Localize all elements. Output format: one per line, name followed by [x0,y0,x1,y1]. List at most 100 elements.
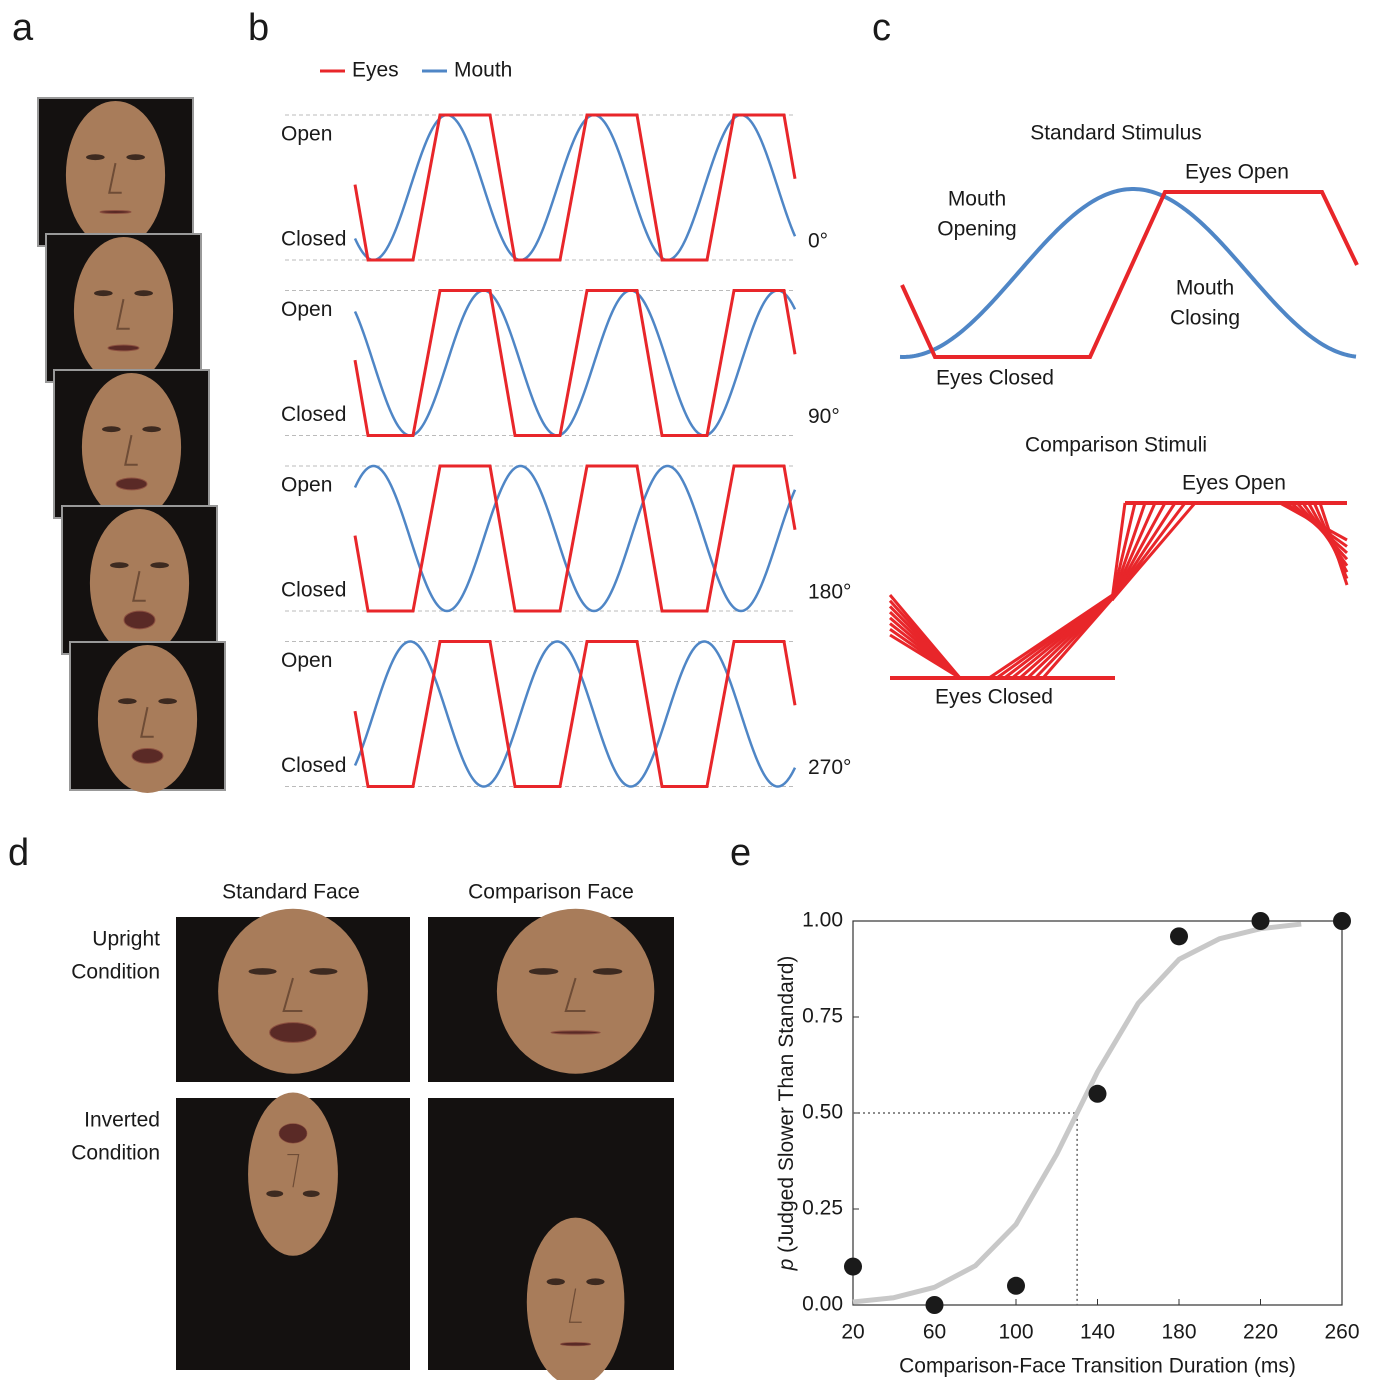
head [89,508,190,657]
fit-curve [852,921,1302,1305]
label: Open [281,123,332,146]
face-image [428,1098,674,1380]
head [81,372,182,521]
label: d [8,832,29,874]
eye [309,968,338,975]
label: Eyes Closed [936,367,1054,390]
y-axis-label: p (Judged Slower Than Standard) [775,956,798,1272]
face [97,644,198,793]
face [81,372,182,521]
label: 270° [808,756,851,779]
face [496,908,655,1074]
nose [282,977,303,1013]
eyes-ramp [1041,589,1122,679]
eye [94,290,113,297]
label: e [730,832,751,874]
mouth [115,477,148,491]
nose [564,977,586,1013]
label: Condition [71,1142,160,1165]
label: Standard Face [222,881,360,904]
eyes-ramp [1110,502,1137,601]
mouth [99,209,132,214]
label: Eyes Open [1182,472,1286,495]
label: Opening [937,218,1016,241]
face-image [61,505,218,657]
x-tick-label: 60 [923,1321,946,1344]
eyes-curve [353,113,797,262]
label: Open [281,474,332,497]
mouth [107,344,140,352]
x-tick-label: 220 [1243,1321,1278,1344]
label: Comparison Face [468,881,634,904]
comparison-lines [888,501,1349,680]
eye [134,290,153,297]
mouth [131,748,164,764]
label: c [872,7,891,49]
x-tick-label: 140 [1080,1321,1115,1344]
plot-frame [852,920,1343,1306]
nose [568,1288,582,1323]
eyes-curve [353,464,797,613]
label: Mouth [948,188,1006,211]
x-tick-label: 180 [1161,1321,1196,1344]
mouth [560,1342,592,1347]
eyes-ramp [1110,502,1197,601]
nose [116,298,130,330]
label: Eyes Closed [935,686,1053,709]
face-image [69,641,226,793]
label: a [12,7,34,49]
y-tick-label: 0.75 [802,1005,843,1028]
label: 90° [808,405,840,428]
y-tick-label: 0.00 [802,1293,843,1316]
label: Eyes Open [1185,161,1289,184]
eye [248,968,277,975]
face-image [176,908,410,1082]
label: Eyes [352,59,399,82]
y-axis-label-text: (Judged Slower Than Standard) [775,956,798,1253]
face [218,908,368,1074]
eye [118,698,137,705]
data-point [844,1257,862,1276]
head [248,1092,338,1256]
label: Condition [71,961,160,984]
mouth-curve [353,640,797,788]
data-point [925,1296,944,1314]
y-tick-label: 0.25 [802,1197,843,1220]
label: Closed [281,754,346,777]
face [65,100,166,249]
face-image [176,1092,410,1370]
nose [287,1153,300,1188]
eye [266,1190,284,1198]
eye [592,968,623,975]
threshold-line [853,1112,1078,1305]
data-point [1170,927,1188,946]
eye [528,968,559,975]
face [248,1092,338,1256]
eyes-ramp [1110,502,1147,601]
eyes-ramp [1110,502,1127,601]
eyes-curve [353,640,797,788]
x-tick-label: 260 [1324,1321,1359,1344]
label: Open [281,298,332,321]
eye [546,1278,565,1286]
label: Mouth [454,59,512,82]
eyes-ramp [889,633,961,680]
y-tick-label: 1.00 [802,909,843,932]
label: Upright [92,928,160,951]
data-point [1088,1084,1107,1103]
x-tick-label: 100 [998,1321,1033,1344]
label: 0° [808,230,828,253]
head [65,100,166,249]
face-image [37,97,194,249]
mouth [269,1022,317,1043]
nose [124,434,138,466]
face-image [53,369,210,521]
head [218,908,368,1074]
eye [110,562,129,569]
label: Closing [1170,307,1240,330]
face-image [428,908,674,1082]
x-axis-label: Comparison-Face Transition Duration (ms) [899,1355,1296,1378]
nose [108,162,122,194]
mouth-curve [899,187,1357,359]
